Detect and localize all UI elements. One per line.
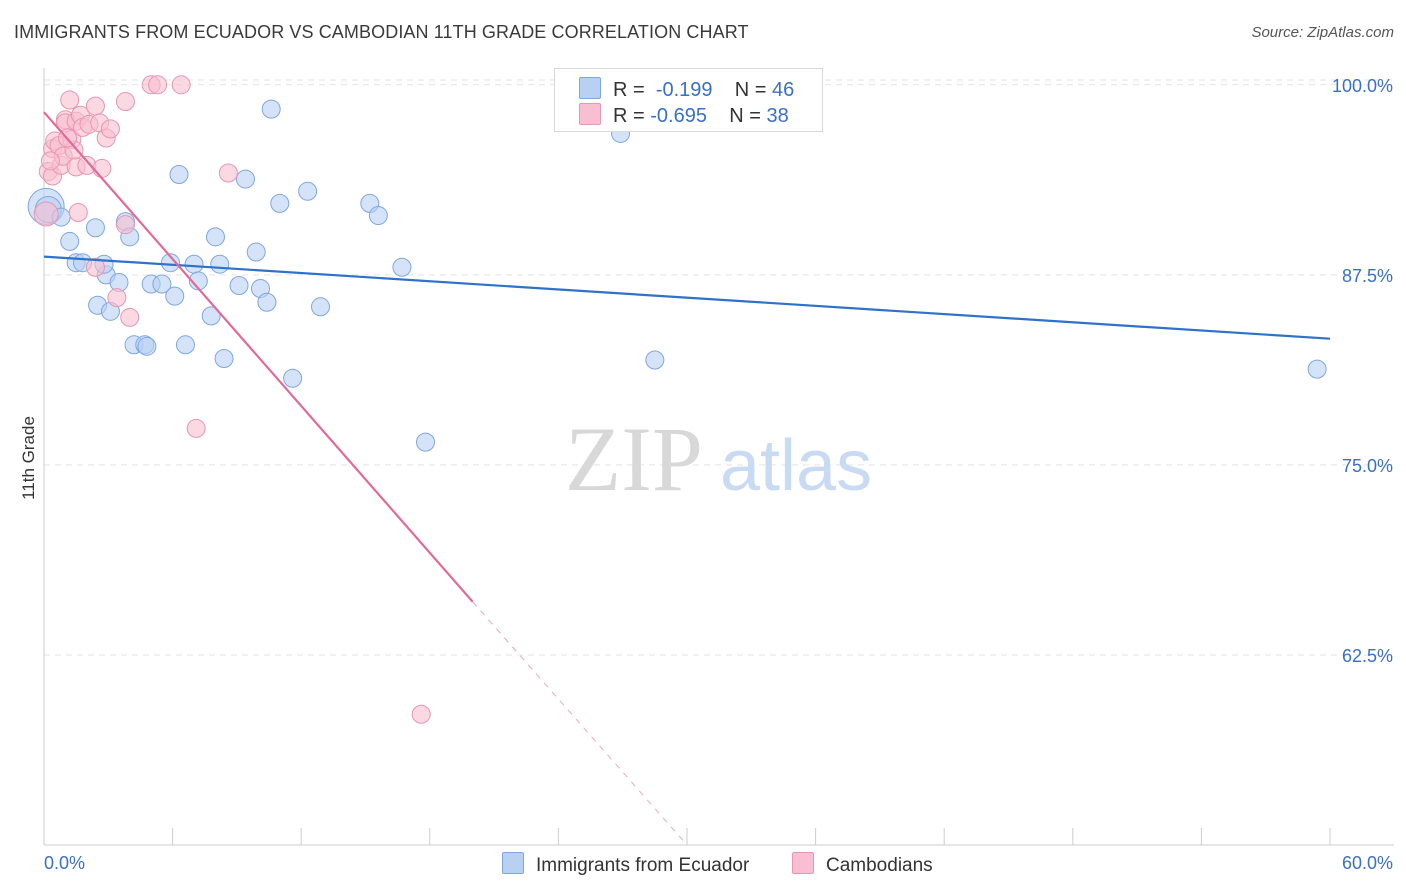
y-tick-label: 62.5%	[1342, 646, 1393, 666]
point-ecuador	[392, 257, 412, 277]
bottom-legend-ecuador[interactable]: Immigrants from Ecuador	[502, 852, 749, 877]
point-ecuador	[310, 297, 330, 317]
point-cambodians	[411, 704, 431, 724]
point-ecuador	[137, 336, 157, 356]
point-cambodians	[186, 418, 206, 438]
point-cambodians	[218, 163, 238, 183]
x-tick-label: 60.0%	[1342, 853, 1393, 873]
point-cambodians	[68, 203, 88, 223]
legend-n-label: N =	[734, 79, 767, 101]
legend-r-value: -0.695	[650, 105, 707, 127]
tick-labels: 62.5% 75.0% 87.5% 100.0% 0.0% 60.0%	[44, 76, 1393, 873]
point-cambodians	[60, 90, 80, 110]
data-points	[27, 75, 1327, 724]
point-ecuador	[85, 218, 105, 238]
point-ecuador	[184, 254, 204, 274]
legend-n-label: N =	[729, 105, 761, 127]
bottom-legend-cambodians-label: Cambodians	[826, 855, 933, 876]
stats-legend: R = -0.199 N = 46 R = -0.695 N = 38	[554, 68, 823, 132]
watermark: ZIP atlas	[565, 408, 872, 510]
legend-r-label: R =	[613, 79, 645, 101]
point-ecuador	[210, 254, 230, 274]
y-tick-label: 100.0%	[1332, 76, 1393, 96]
point-cambodians	[33, 201, 59, 227]
point-cambodians	[92, 158, 112, 178]
point-ecuador	[257, 292, 277, 312]
point-ecuador	[1307, 359, 1327, 379]
point-cambodians	[107, 288, 127, 308]
point-ecuador	[298, 181, 318, 201]
point-ecuador	[160, 253, 180, 273]
trend-line-cambodians	[43, 111, 474, 603]
legend-r-label: R =	[613, 105, 645, 127]
point-cambodians	[115, 215, 135, 235]
legend-r-value: -0.199	[655, 79, 713, 101]
y-axis-label: 11th Grade	[19, 416, 38, 500]
chart-title: IMMIGRANTS FROM ECUADOR VS CAMBODIAN 11T…	[14, 22, 749, 42]
point-cambodians	[40, 151, 60, 171]
chart-source: Source: ZipAtlas.com	[1251, 24, 1394, 41]
point-ecuador	[205, 227, 225, 247]
point-ecuador	[270, 193, 290, 213]
point-cambodians	[85, 96, 105, 116]
point-ecuador	[261, 99, 281, 119]
watermark-atlas: atlas	[720, 426, 872, 506]
point-ecuador	[246, 242, 266, 262]
point-ecuador	[165, 286, 185, 306]
point-cambodians	[115, 92, 135, 112]
point-ecuador	[175, 335, 195, 355]
point-ecuador	[214, 348, 234, 368]
grid-lines	[44, 79, 1394, 656]
point-cambodians	[171, 75, 191, 95]
swatch-ecuador-icon	[502, 852, 524, 874]
legend-row-cambodians: R = -0.695 N = 38	[579, 103, 789, 127]
bottom-legend-cambodians[interactable]: Cambodians	[792, 852, 933, 877]
trend-line-ecuador	[43, 255, 1331, 340]
point-ecuador	[235, 169, 255, 189]
trend-extension-cambodians	[472, 601, 688, 846]
y-tick-label: 75.0%	[1342, 456, 1393, 476]
point-ecuador	[169, 165, 189, 185]
legend-swatch-pink	[579, 103, 601, 125]
legend-row-ecuador: R = -0.199 N = 46	[579, 77, 795, 101]
watermark-zip: ZIP	[565, 408, 703, 510]
legend-n-value: 46	[772, 79, 795, 101]
point-ecuador	[60, 231, 80, 251]
point-ecuador	[229, 275, 249, 295]
point-ecuador	[283, 368, 303, 388]
trend-lines	[43, 111, 1331, 846]
point-ecuador	[152, 274, 172, 294]
point-ecuador	[416, 432, 436, 452]
y-tick-label: 87.5%	[1342, 266, 1393, 286]
legend-n-value: 38	[766, 105, 789, 127]
point-ecuador	[201, 306, 221, 326]
bottom-legend-ecuador-label: Immigrants from Ecuador	[536, 855, 750, 876]
point-ecuador	[368, 206, 388, 226]
x-tick-label: 0.0%	[44, 853, 85, 873]
point-cambodians	[100, 119, 120, 139]
point-ecuador	[645, 350, 665, 370]
swatch-cambodians-icon	[792, 852, 814, 874]
point-cambodians	[85, 257, 105, 277]
point-cambodians	[148, 75, 168, 95]
legend-swatch-blue	[579, 77, 601, 99]
point-cambodians	[120, 307, 140, 327]
